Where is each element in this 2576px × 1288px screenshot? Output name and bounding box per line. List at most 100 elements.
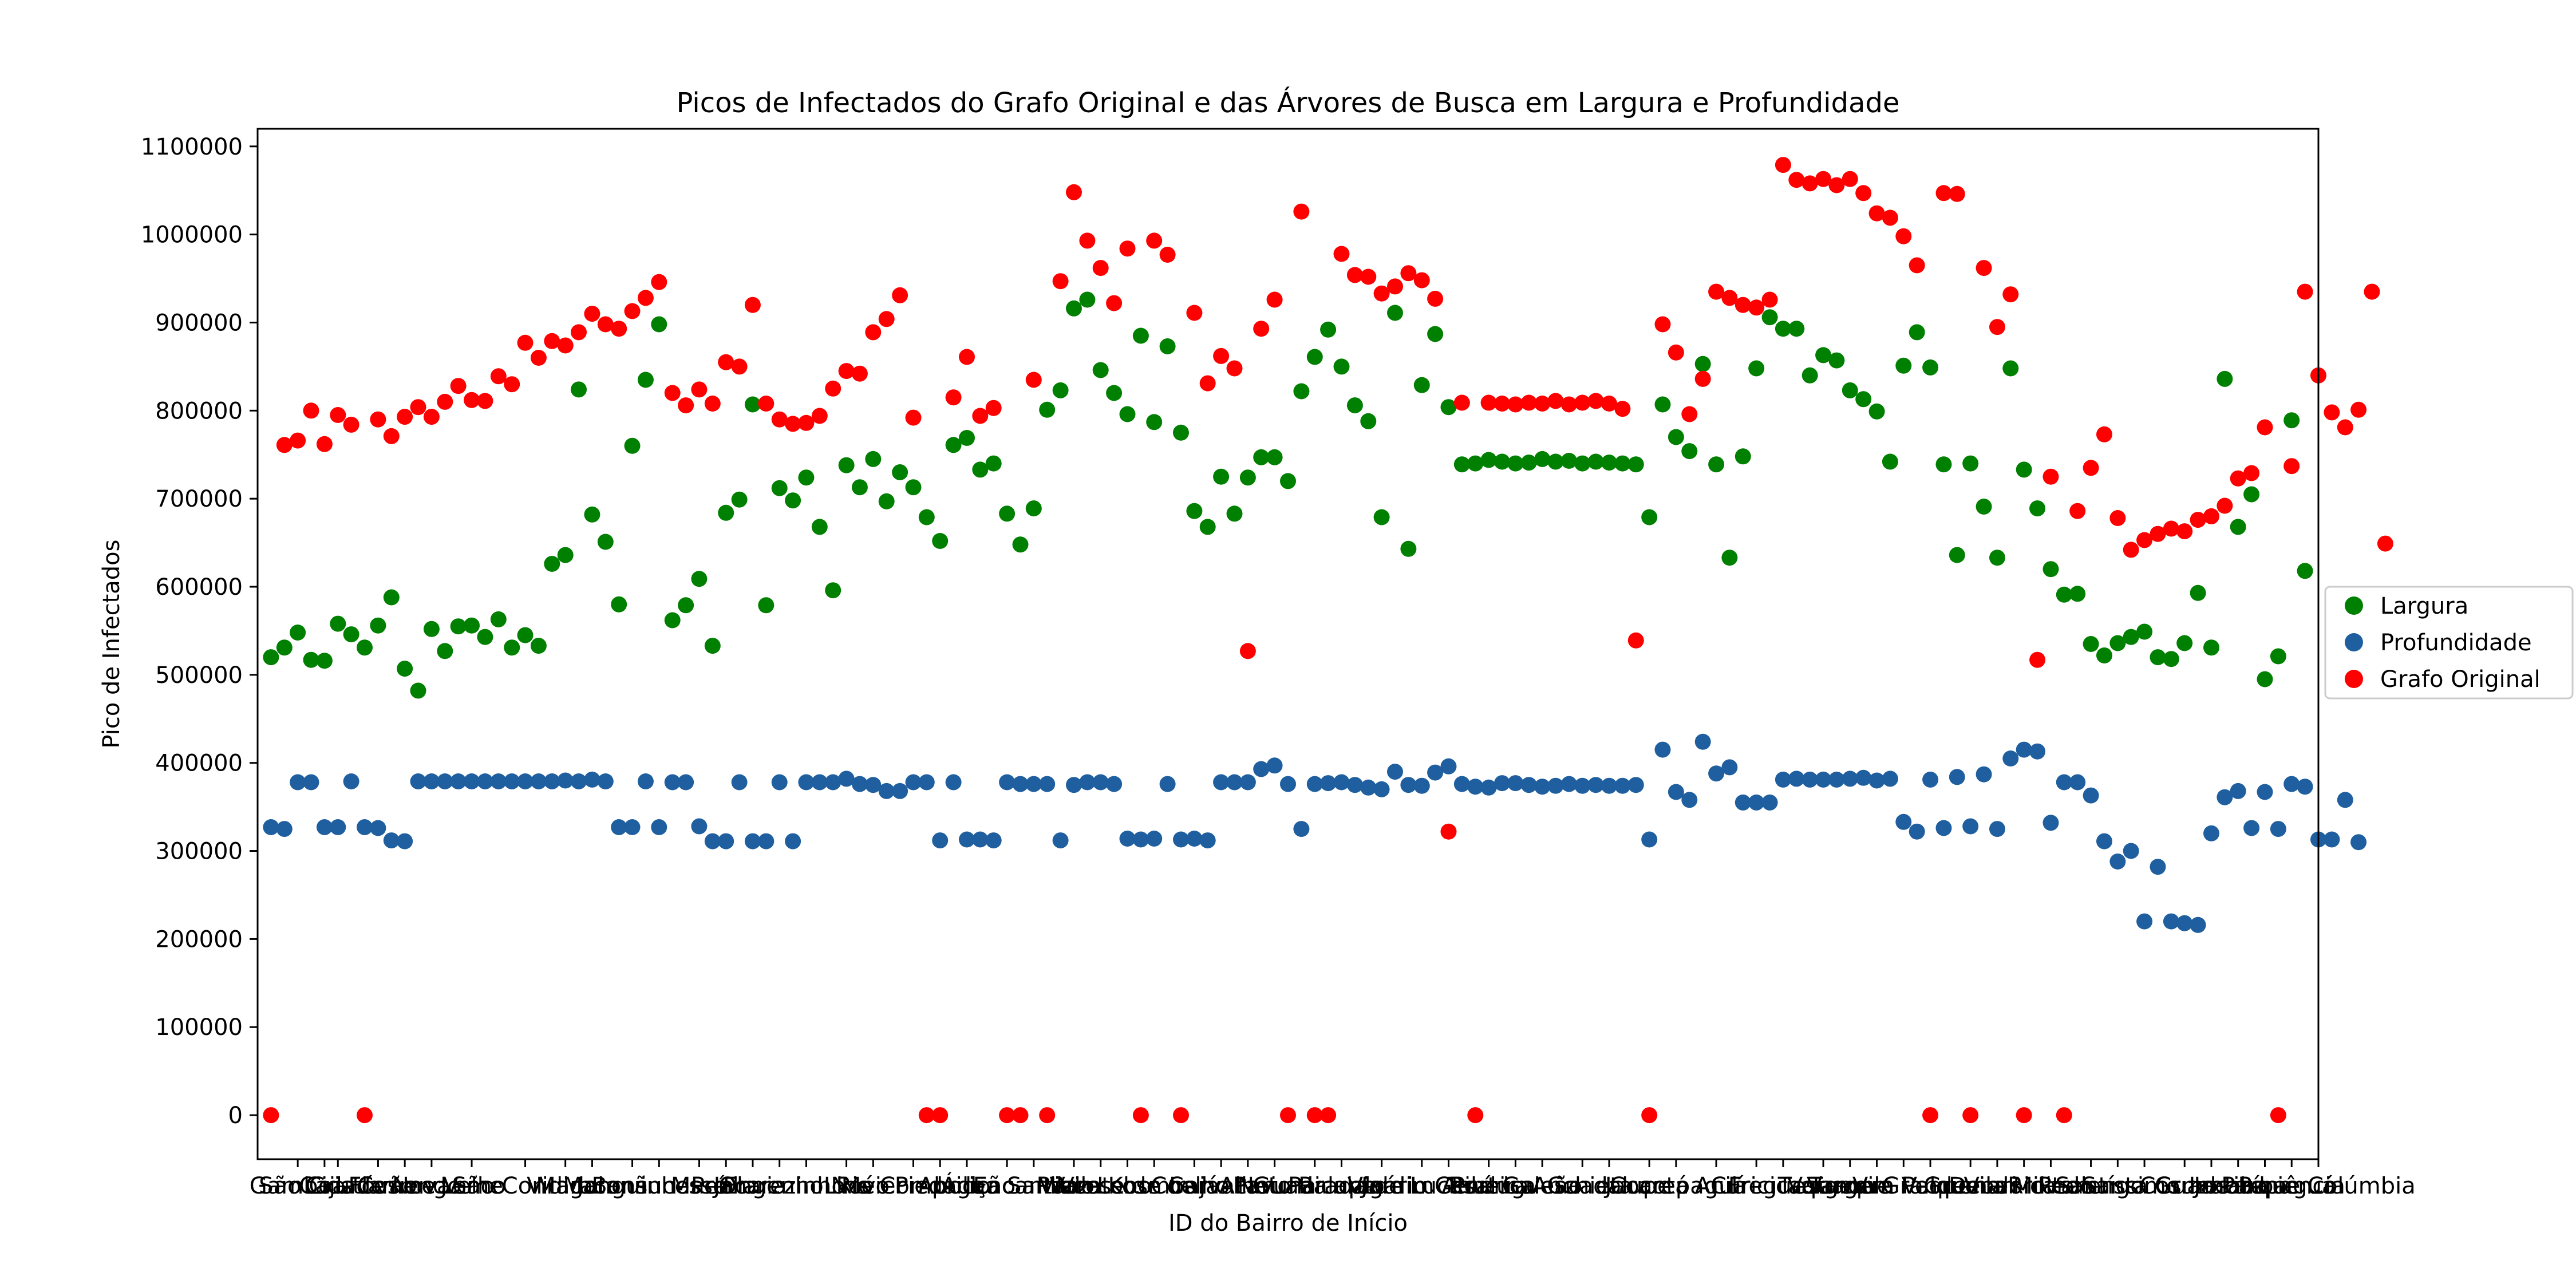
data-point xyxy=(1106,776,1123,792)
data-point xyxy=(1828,771,1845,788)
data-point xyxy=(2136,623,2153,640)
data-point xyxy=(1440,758,1457,775)
data-point xyxy=(1373,509,1390,526)
data-point xyxy=(1280,473,1296,489)
data-point xyxy=(1654,316,1671,333)
data-point xyxy=(1239,774,1256,791)
data-point xyxy=(1882,210,1898,226)
data-point xyxy=(1453,394,1470,411)
data-point xyxy=(1066,777,1082,793)
data-point xyxy=(825,774,841,791)
x-tick-label: Realengo xyxy=(2038,1173,2144,1199)
data-point xyxy=(651,274,667,290)
data-point xyxy=(972,461,989,478)
x-tick-label: Vargem Pequena xyxy=(1807,1173,2001,1199)
data-point xyxy=(1052,273,1069,290)
data-point xyxy=(1253,449,1270,465)
data-point xyxy=(1587,777,1604,793)
data-point xyxy=(1173,831,1189,848)
x-tick-label: Leme xyxy=(440,1173,503,1199)
data-point xyxy=(1735,297,1751,313)
data-point xyxy=(1092,362,1109,378)
data-point xyxy=(2083,460,2099,476)
data-point xyxy=(985,455,1002,472)
data-point xyxy=(1909,257,1925,274)
data-point xyxy=(624,303,641,319)
data-point xyxy=(450,378,467,394)
data-point xyxy=(985,832,1002,849)
data-point xyxy=(1360,413,1377,429)
data-point xyxy=(1293,383,1310,400)
data-point xyxy=(1935,456,1952,473)
data-point xyxy=(571,381,587,398)
data-point xyxy=(1668,344,1684,361)
data-point xyxy=(1962,818,1979,835)
data-point xyxy=(370,411,386,428)
data-point xyxy=(584,506,600,523)
legend-marker xyxy=(2345,596,2363,615)
data-point xyxy=(1668,784,1684,800)
data-point xyxy=(1280,776,1296,792)
data-point xyxy=(1480,452,1497,468)
data-point xyxy=(637,290,654,306)
legend-marker xyxy=(2345,633,2363,651)
data-point xyxy=(2270,648,2286,665)
data-point xyxy=(1413,377,1430,393)
data-point xyxy=(718,833,734,850)
x-tick-label: Jacarezinho xyxy=(712,1173,846,1199)
data-point xyxy=(2136,913,2153,930)
data-point xyxy=(1989,821,2005,837)
data-point xyxy=(1146,831,1163,847)
data-point xyxy=(1387,764,1403,780)
data-point xyxy=(2243,820,2260,836)
data-point xyxy=(972,831,989,848)
data-point xyxy=(1641,509,1658,526)
data-point xyxy=(2257,784,2273,800)
data-point xyxy=(1427,290,1444,307)
data-point xyxy=(1159,776,1176,792)
x-tick-label: Taquara xyxy=(1777,1173,1869,1199)
x-tick-label: Água Santa xyxy=(941,1172,1073,1199)
data-point xyxy=(1387,305,1403,321)
data-point xyxy=(276,821,293,837)
data-point xyxy=(1601,777,1617,794)
data-point xyxy=(1855,769,1872,786)
data-point xyxy=(811,519,828,535)
data-point xyxy=(1346,267,1363,283)
y-tick-label: 600000 xyxy=(155,574,243,600)
data-point xyxy=(2324,404,2340,421)
data-point xyxy=(1761,309,1778,326)
data-point xyxy=(1775,321,1791,337)
legend-label: Largura xyxy=(2380,593,2468,619)
data-point xyxy=(1654,396,1671,413)
data-point xyxy=(1708,765,1725,782)
data-point xyxy=(1453,456,1470,473)
data-point xyxy=(1494,396,1510,412)
data-point xyxy=(1092,260,1109,276)
data-point xyxy=(1052,832,1069,849)
data-point xyxy=(959,831,975,848)
data-point xyxy=(2257,419,2273,436)
data-point xyxy=(1173,1107,1189,1124)
data-point xyxy=(410,773,426,789)
y-tick-label: 300000 xyxy=(155,839,243,865)
data-point xyxy=(1627,632,1644,649)
data-point xyxy=(490,611,507,627)
data-point xyxy=(1239,469,1256,486)
data-point xyxy=(691,571,708,587)
data-point xyxy=(1801,175,1818,192)
data-point xyxy=(1601,396,1617,412)
data-point xyxy=(1400,777,1417,793)
x-tick-label: Parque Colúmbia xyxy=(2221,1173,2416,1199)
data-point xyxy=(718,504,734,521)
data-point xyxy=(2217,497,2233,514)
data-point xyxy=(1761,794,1778,811)
data-point xyxy=(2002,360,2019,377)
data-point xyxy=(2297,779,2313,795)
data-point xyxy=(918,509,935,526)
data-point xyxy=(704,638,721,654)
data-point xyxy=(504,376,520,393)
data-point xyxy=(2350,401,2367,418)
data-point xyxy=(1293,821,1310,837)
y-tick-label: 700000 xyxy=(155,486,243,512)
